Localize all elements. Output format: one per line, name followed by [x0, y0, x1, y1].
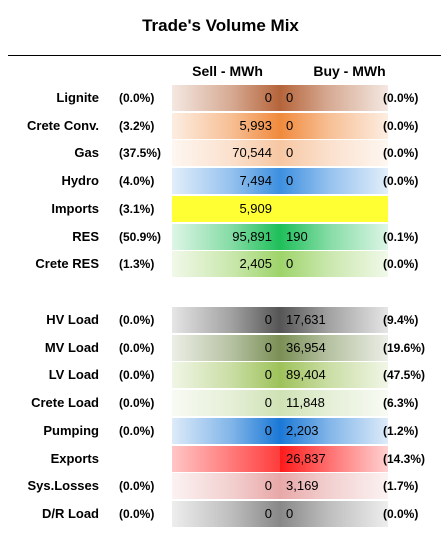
buy-percent: (14.3%): [383, 451, 426, 466]
buy-percent: (0.0%): [383, 257, 419, 272]
buy-column-header: Buy - MWh: [313, 63, 386, 79]
buy-percent: (9.4%): [383, 313, 419, 327]
sell-percent: (0.0%): [119, 423, 155, 438]
row-label: Crete Load: [31, 395, 99, 411]
buy-percent: (0.0%): [383, 506, 419, 521]
buy-value-cell: 3,169: [280, 473, 388, 500]
buy-value-cell: 0: [280, 500, 388, 527]
buy-percent: (19.6%): [383, 340, 426, 355]
sell-percent: (0.0%): [119, 368, 155, 383]
row-label: D/R Load: [41, 505, 99, 521]
row-label: HV Load: [46, 312, 99, 327]
row-label: Gas: [74, 145, 99, 161]
sell-percent: (4.0%): [119, 174, 155, 189]
buy-value-cell: 11,848: [280, 390, 388, 417]
row-label: LV Load: [48, 367, 99, 383]
buy-value-cell: 17,631: [280, 307, 388, 333]
sell-percent: (3.1%): [119, 201, 155, 216]
buy-value-cell: 0: [280, 112, 388, 139]
sell-percent: (0.0%): [119, 340, 155, 355]
chart-title: Trade's Volume Mix: [142, 16, 299, 35]
buy-value-cell: 0: [280, 168, 388, 195]
row-label: RES: [72, 228, 99, 244]
buy-percent: (0.0%): [383, 146, 419, 161]
row-label: Crete RES: [35, 256, 99, 272]
sell-value-cell: 0: [172, 500, 280, 527]
row-label: MV Load: [44, 339, 99, 355]
buy-value-cell: 0: [280, 251, 388, 278]
buy-value-cell: 2,203: [280, 417, 388, 444]
sell-value-cell: 95,891: [172, 223, 280, 250]
buy-percent: (0.0%): [383, 118, 419, 133]
table-row: Exports 26,837 (14.3%): [0, 445, 441, 472]
sell-percent: (0.0%): [119, 396, 155, 411]
table-row: Gas (37.5%) 70,544 0 (0.0%): [0, 140, 441, 167]
row-label: Exports: [50, 450, 99, 466]
sell-percent: (0.0%): [119, 506, 155, 521]
sell-percent: (0.0%): [119, 91, 155, 105]
buy-value-cell: 36,954: [280, 334, 388, 361]
table-row: Hydro (4.0%) 7,494 0 (0.0%): [0, 168, 441, 195]
sell-value-cell: 0: [172, 417, 280, 444]
table-row: MV Load (0.0%) 0 36,954 (19.6%): [0, 334, 441, 361]
sell-percent: (0.0%): [119, 479, 155, 494]
sell-value-cell: 0: [172, 307, 280, 333]
sell-percent: (50.9%): [119, 229, 162, 244]
row-label: Lignite: [56, 90, 99, 105]
buy-percent: (6.3%): [383, 396, 419, 411]
table-row: LV Load (0.0%) 0 89,404 (47.5%): [0, 362, 441, 389]
row-label: Hydro: [61, 173, 99, 189]
sell-value-cell: 2,405: [172, 251, 280, 278]
buy-value-cell: 0: [280, 140, 388, 167]
row-label: Imports: [51, 200, 99, 216]
table-row: Imports (3.1%) 5,909: [0, 195, 441, 222]
sell-value-cell: [172, 445, 280, 472]
row-label: Pumping: [43, 422, 99, 438]
buy-value-cell: [280, 195, 388, 222]
table-row: Crete Conv. (3.2%) 5,993 0 (0.0%): [0, 112, 441, 139]
buy-percent: (0.0%): [383, 174, 419, 189]
sell-percent: (3.2%): [119, 118, 155, 133]
buy-value-cell: 190: [280, 223, 388, 250]
buy-value-cell: 0: [280, 85, 388, 111]
sell-value-cell: 5,909: [172, 195, 280, 222]
buy-percent: (0.0%): [383, 91, 419, 105]
buy-percent: (1.2%): [383, 423, 419, 438]
sell-percent: (0.0%): [119, 313, 155, 327]
table-row: Lignite (0.0%) 0 0 (0.0%): [0, 85, 441, 111]
row-label: Sys.Losses: [27, 478, 99, 494]
sell-value-cell: 5,993: [172, 112, 280, 139]
row-label: Crete Conv.: [27, 117, 99, 133]
sell-value-cell: 70,544: [172, 140, 280, 167]
table-row: D/R Load (0.0%) 0 0 (0.0%): [0, 500, 441, 527]
sell-value-cell: 0: [172, 473, 280, 500]
table-row: Crete RES (1.3%) 2,405 0 (0.0%): [0, 251, 441, 278]
table-row: Pumping (0.0%) 0 2,203 (1.2%): [0, 417, 441, 444]
sell-percent: (37.5%): [119, 146, 162, 161]
buy-value-cell: 26,837: [280, 445, 388, 472]
buy-percent: (1.7%): [383, 479, 419, 494]
table-row: Crete Load (0.0%) 0 11,848 (6.3%): [0, 390, 441, 417]
sell-value-cell: 7,494: [172, 168, 280, 195]
sell-value-cell: 0: [172, 362, 280, 389]
table-row: RES (50.9%) 95,891 190 (0.1%): [0, 223, 441, 250]
sell-value-cell: 0: [172, 390, 280, 417]
buy-value-cell: 89,404: [280, 362, 388, 389]
sell-value-cell: 0: [172, 85, 280, 111]
table-row: HV Load (0.0%) 0 17,631 (9.4%): [0, 307, 441, 333]
title-divider: [8, 55, 441, 56]
buy-percent: (47.5%): [383, 368, 426, 383]
sell-column-header: Sell - MWh: [192, 63, 263, 79]
sell-value-cell: 0: [172, 334, 280, 361]
table-row: Sys.Losses (0.0%) 0 3,169 (1.7%): [0, 473, 441, 500]
buy-percent: (0.1%): [383, 229, 419, 244]
sell-percent: (1.3%): [119, 257, 155, 272]
